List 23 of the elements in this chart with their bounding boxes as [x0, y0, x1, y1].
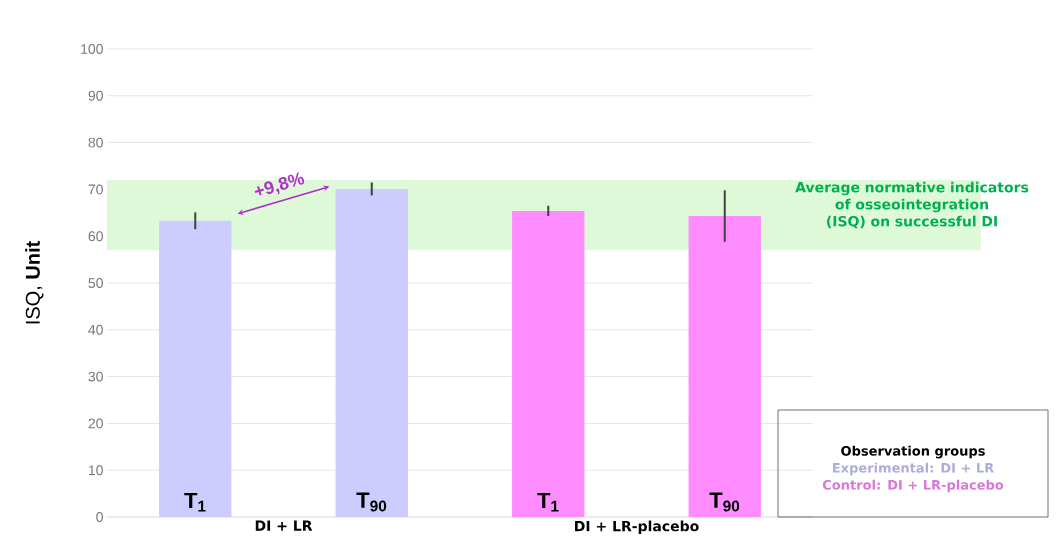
y-tick-label: 20 — [88, 418, 103, 429]
x-tick-label: T$_{1}$ — [184, 492, 206, 512]
y-tick-label: 60 — [88, 231, 103, 242]
y-tick-label: 70 — [88, 184, 103, 195]
text: DI + LR-placebo — [575, 520, 699, 535]
text: DI + LR — [255, 520, 313, 531]
annotation: +9,8% — [254, 172, 305, 196]
y-tick-label: 100 — [81, 44, 103, 54]
band-label: Average normative indicators of osseointegration (ISQ) on successful DI — [795, 181, 1029, 229]
y-tick-label: 30 — [88, 371, 103, 382]
y-tick-label: 40 — [88, 324, 103, 335]
y-axis-title: ISQ, Unit — [25, 241, 44, 324]
x-tick-label: T$_{1}$ — [537, 492, 559, 512]
y-tick-label: 10 — [88, 465, 103, 476]
y-tick-label: 50 — [88, 278, 103, 288]
y-tick-label: 90 — [88, 90, 103, 101]
legend-title: Observation groups — [841, 445, 985, 459]
x-tick-label: T$_{90}$ — [709, 492, 740, 512]
y-tick-label: 0 — [96, 512, 103, 522]
y-tick-label: 80 — [88, 137, 103, 148]
text: Experimental: DI + LR — [833, 462, 994, 476]
x-tick-label: T$_{90}$ — [356, 492, 387, 512]
text: Control: DI + LR-placebo — [822, 479, 1004, 493]
